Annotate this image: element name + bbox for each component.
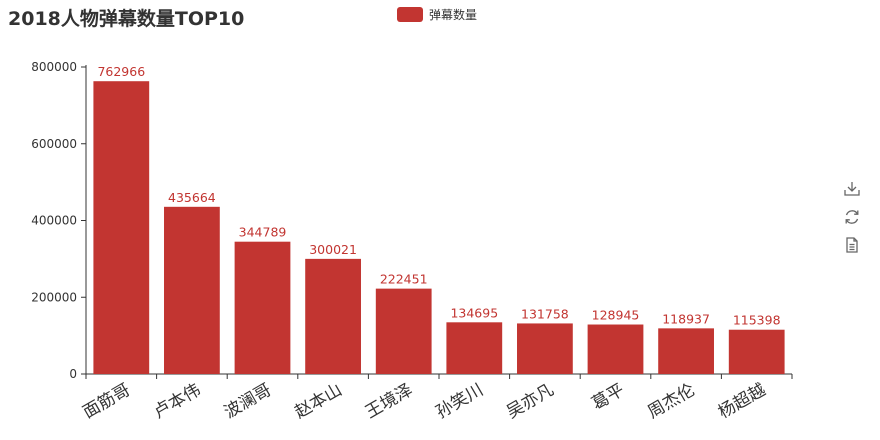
category-label-7: 葛平 <box>589 380 628 414</box>
bar-5 <box>446 322 503 374</box>
data-label-0: 762966 <box>97 64 145 79</box>
category-label-0: 面筋哥 <box>80 380 134 423</box>
legend-label: 弹幕数量 <box>429 7 478 22</box>
data-label-1: 435664 <box>168 190 216 205</box>
category-label-1: 卢本伟 <box>150 380 204 423</box>
data-label-9: 115398 <box>733 313 781 328</box>
legend-swatch <box>397 6 423 22</box>
data-label-5: 134695 <box>450 305 498 320</box>
download-icon[interactable] <box>843 180 861 198</box>
data-label-7: 128945 <box>592 308 640 323</box>
data-label-6: 131758 <box>521 306 569 321</box>
category-label-6: 吴亦凡 <box>503 380 557 423</box>
bar-7 <box>587 324 644 374</box>
y-tick-label-1: 200000 <box>31 290 77 304</box>
category-label-9: 杨超越 <box>715 380 769 423</box>
y-tick-label-3: 600000 <box>31 137 77 151</box>
y-tick-label-2: 400000 <box>31 214 77 228</box>
chart-title: 2018人物弹幕数量TOP10 <box>8 8 245 30</box>
refresh-icon[interactable] <box>843 208 861 226</box>
legend[interactable]: 弹幕数量 <box>397 6 477 22</box>
data-label-3: 300021 <box>309 242 357 257</box>
bar-8 <box>658 328 714 374</box>
toolbox <box>843 180 863 254</box>
category-label-3: 赵本山 <box>291 380 345 423</box>
category-label-2: 波澜哥 <box>221 380 275 423</box>
bar-3 <box>305 258 361 374</box>
data-label-2: 344789 <box>239 225 287 240</box>
y-tick-label-4: 800000 <box>31 60 77 74</box>
data-view-icon[interactable] <box>843 236 861 254</box>
bar-2 <box>234 241 291 374</box>
data-label-4: 222451 <box>380 272 428 287</box>
bar-4 <box>375 288 432 374</box>
category-label-5: 孙笑川 <box>433 380 487 423</box>
category-label-8: 周杰伦 <box>644 380 698 423</box>
bar-6 <box>517 323 573 374</box>
y-tick-label-0: 0 <box>69 367 77 381</box>
data-label-8: 118937 <box>662 311 710 326</box>
category-label-4: 王境泽 <box>362 380 416 423</box>
bar-1 <box>164 206 220 374</box>
bar-9 <box>728 329 785 374</box>
bar-0 <box>93 81 150 375</box>
